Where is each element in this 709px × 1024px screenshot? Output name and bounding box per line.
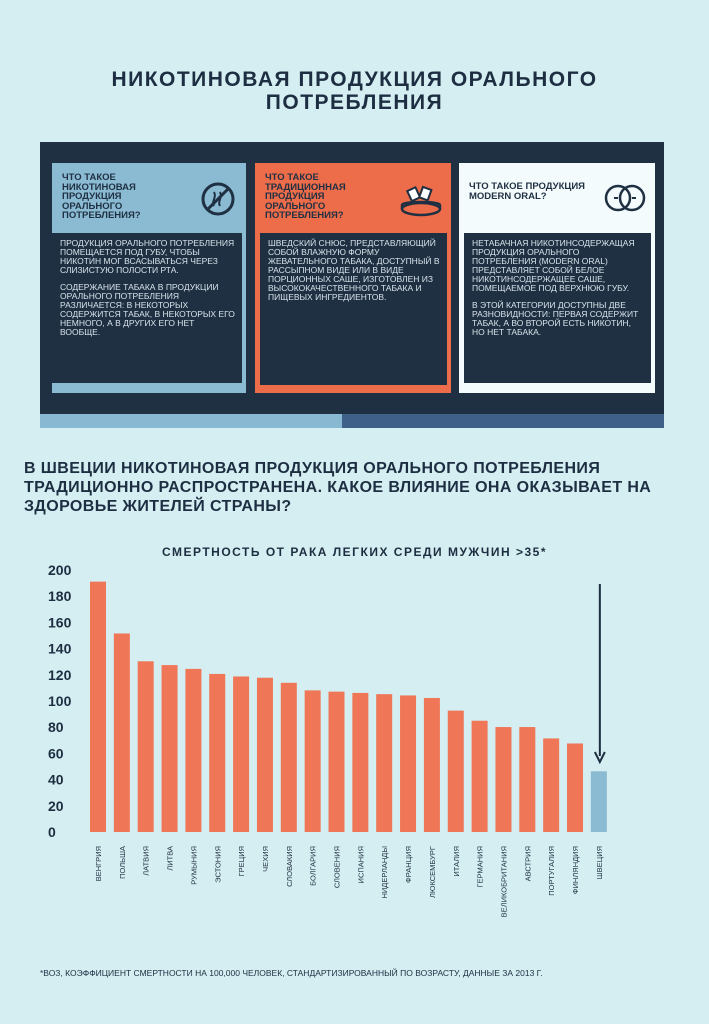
bar-12 [352,692,369,832]
page-title-line1: НИКОТИНОВАЯ ПРОДУКЦИЯ ОРАЛЬНОГО [111,68,598,91]
card-body: НЕТАБАЧНАЯ НИКОТИНСОДЕРЖАЩАЯ ПРОДУКЦИЯ О… [464,233,651,383]
x-tick-label: ИСПАНИЯ [356,846,365,883]
panel-strip-left [40,414,342,428]
x-tick-label: ФИНЛЯНДИЯ [571,846,580,894]
card-paragraph: ШВЕДСКИЙ СНЮС, ПРЕДСТАВЛЯЮЩИЙ СОБОЙ ВЛАЖ… [268,238,440,302]
y-tick-label: 20 [48,798,64,814]
bar-20 [543,738,560,832]
card-body: ШВЕДСКИЙ СНЮС, ПРЕДСТАВЛЯЮЩИЙ СОБОЙ ВЛАЖ… [260,233,447,385]
x-tick-label: ЛИТВА [166,846,175,871]
x-tick-label: ИТАЛИЯ [452,846,461,877]
y-tick-label: 120 [48,667,72,683]
bar-10 [304,690,321,832]
x-tick-label: ЭСТОНИЯ [213,846,222,883]
pouches-icon [604,184,646,212]
bar-18 [495,727,512,832]
card-paragraph: СОДЕРЖАНИЕ ТАБАКА В ПРОДУКЦИИ ОРАЛЬНОГО … [60,282,235,337]
y-tick-label: 100 [48,693,72,709]
x-tick-label: ЛАТВИЯ [142,846,151,876]
x-tick-label: НИДЕРЛАНДЫ [380,846,389,899]
bar-19 [519,727,536,832]
bar-9 [280,682,297,832]
bar-chart: 0 20 40 60 80 100 120 140 160 180 200 ВЕНГРИЯ ПОЛЬША… [48,562,607,917]
x-tick-label: ПОРТУГАЛИЯ [547,846,556,896]
x-tick-label: ВЕНГРИЯ [94,846,103,881]
page-title: НИКОТИНОВАЯ ПРОДУКЦИЯ ОРАЛЬНОГО ПОТРЕБЛЕ… [0,68,709,114]
bar-6 [209,673,226,832]
card-heading: ЧТО ТАКОЕ НИКОТИНОВАЯ ПРОДУКЦИЯ ОРАЛЬНОГ… [62,172,141,221]
bar-21 [567,743,583,832]
bar-2 [113,633,130,832]
footnote: *ВОЗ, КОЭФФИЦИЕНТ СМЕРТНОСТИ НА 100,000 … [40,968,543,978]
bar-15 [423,697,440,832]
bar-3 [137,661,154,832]
bar-22 [590,771,607,832]
no-smoking-icon [201,182,235,216]
bar-17 [471,720,488,832]
y-tick-label: 80 [48,719,64,735]
y-tick-label: 40 [48,772,64,788]
x-tick-label: АВСТРИЯ [523,846,532,881]
x-tick-label: СЛОВАКИЯ [285,846,294,887]
bar-16 [447,710,464,832]
snus-tin-icon [400,185,442,217]
y-tick-label: 160 [48,614,72,630]
x-tick-label: СЛОВЕНИЯ [333,846,342,888]
x-tick-label: ГЕРМАНИЯ [476,846,485,887]
x-tick-label: ГРЕЦИЯ [237,846,246,876]
y-tick-label: 200 [48,562,72,578]
y-tick-label: 0 [48,824,56,840]
x-tick-label: РУМЫНИЯ [189,846,198,885]
info-card-oral-nicotine: ЧТО ТАКОЕ НИКОТИНОВАЯ ПРОДУКЦИЯ ОРАЛЬНОГ… [52,163,246,393]
x-tick-label: БОЛГАРИЯ [309,846,318,886]
bar-7 [233,676,250,832]
bar-14 [400,695,417,832]
info-card-modern-oral: ЧТО ТАКОЕ ПРОДУКЦИЯ MODERN ORAL? НЕТАБАЧ… [459,163,655,393]
x-tick-label: ЛЮКСЕМБУРГ [428,846,437,898]
bar-11 [328,691,345,832]
info-card-traditional: ЧТО ТАКОЕ ТРАДИЦИОННАЯ ПРОДУКЦИЯ ОРАЛЬНО… [255,163,451,393]
card-paragraph: В ЭТОЙ КАТЕГОРИИ ДОСТУПНЫ ДВЕ РАЗНОВИДНО… [472,300,639,337]
x-tick-label: ЧЕХИЯ [261,846,270,872]
card-paragraph: НЕТАБАЧНАЯ НИКОТИНСОДЕРЖАЩАЯ ПРОДУКЦИЯ О… [472,238,635,293]
bar-5 [185,668,202,832]
card-heading: ЧТО ТАКОЕ ПРОДУКЦИЯ MODERN ORAL? [469,181,585,202]
x-tick-label: ШВЕЦИЯ [595,846,604,879]
card-body: ПРОДУКЦИЯ ОРАЛЬНОГО ПОТРЕБЛЕНИЯ ПОМЕЩАЕТ… [52,233,242,383]
bar-4 [161,665,178,832]
chart-title: СМЕРТНОСТЬ ОТ РАКА ЛЕГКИХ СРЕДИ МУЖЧИН >… [161,545,547,559]
x-tick-label: ФРАНЦИЯ [404,846,413,883]
bar-13 [376,694,393,832]
card-paragraph: ПРОДУКЦИЯ ОРАЛЬНОГО ПОТРЕБЛЕНИЯ ПОМЕЩАЕТ… [60,238,235,275]
section-question: В ШВЕЦИИ НИКОТИНОВАЯ ПРОДУКЦИЯ ОРАЛЬНОГО… [24,460,652,515]
annotation-arrow-head [593,751,606,765]
y-tick-label: 180 [48,588,72,604]
panel-strip-right [342,414,664,428]
page-title-line2: ПОТРЕБЛЕНИЯ [265,91,444,114]
bar-1 [90,581,106,832]
bar-8 [256,677,273,832]
y-tick-label: 140 [48,641,72,657]
y-tick-label: 60 [48,745,64,761]
x-tick-label: ВЕЛИКОБРИТАНИЯ [499,846,508,917]
x-tick-label: ПОЛЬША [118,846,127,879]
card-heading: ЧТО ТАКОЕ ТРАДИЦИОННАЯ ПРОДУКЦИЯ ОРАЛЬНО… [265,172,346,221]
